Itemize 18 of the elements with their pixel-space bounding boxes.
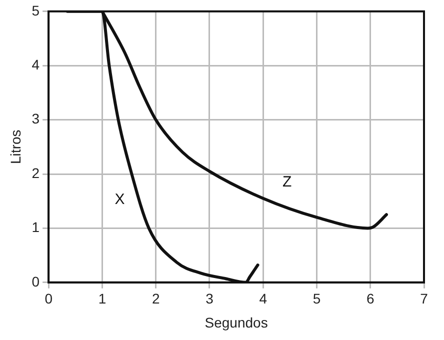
x-tick-label: 4 — [259, 290, 268, 307]
y-axis-title: Litros — [7, 130, 24, 164]
x-tick-label: 0 — [44, 290, 53, 307]
x-tick-label: 7 — [420, 290, 428, 307]
x-axis-title: Segundos — [204, 314, 268, 330]
y-tick-label: 4 — [32, 56, 40, 72]
y-tick-label: 0 — [32, 273, 40, 290]
y-tick-label: 5 — [32, 2, 40, 18]
series-label: X — [114, 191, 125, 208]
y-tick-label: 2 — [32, 164, 40, 181]
x-tick-label: 2 — [152, 290, 160, 307]
series-label: Z — [282, 174, 292, 191]
x-tick-label: 1 — [98, 290, 106, 307]
x-tick-label: 3 — [206, 290, 214, 307]
x-tick-label: 5 — [312, 290, 321, 307]
y-tick-label: 3 — [32, 110, 40, 127]
y-tick-label: 1 — [32, 219, 40, 236]
x-tick-label: 6 — [366, 290, 374, 307]
